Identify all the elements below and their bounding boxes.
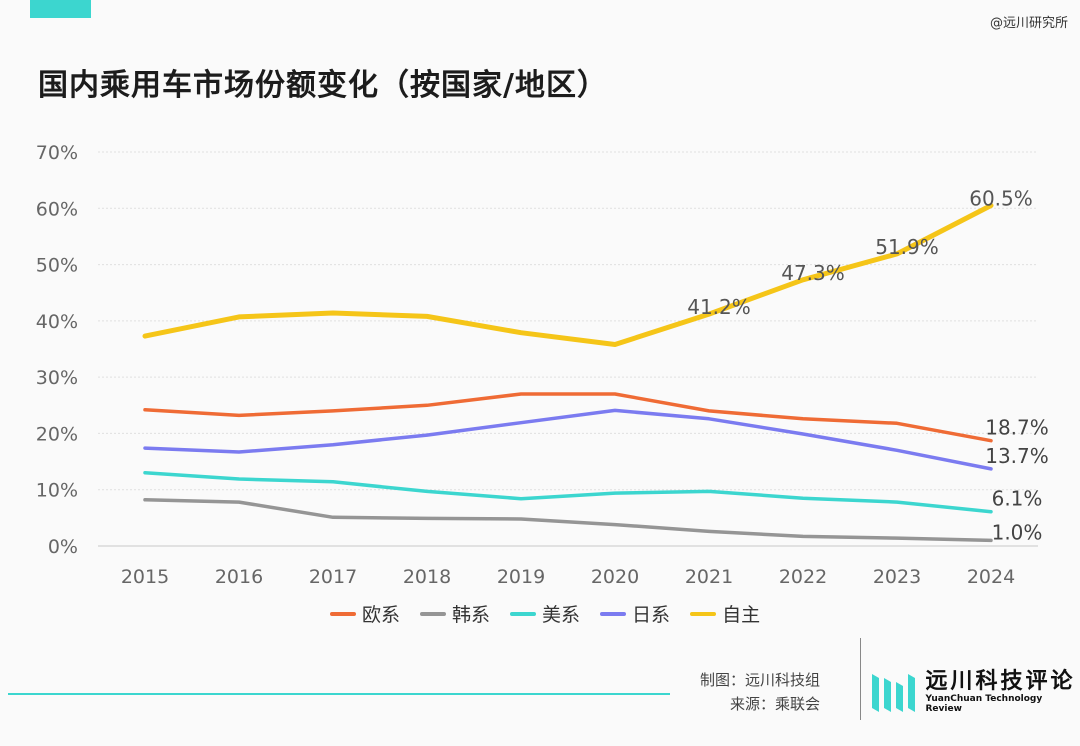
series-line [143,471,993,514]
y-tick-label: 10% [36,480,78,502]
legend-label: 美系 [542,604,581,626]
y-tick-label: 20% [36,423,78,445]
x-tick-label: 2023 [873,566,921,588]
legend-item: 自主 [690,600,760,627]
x-tick-label: 2021 [685,566,733,588]
logo-subtitle: YuanChuan Technology Review [925,694,1043,714]
data-label: 60.5% [969,186,1033,210]
series-line [143,498,993,543]
legend-item: 美系 [510,600,580,627]
series-line [142,203,994,347]
logo-name: 远川科技评论 [925,669,1076,694]
y-tick-label: 50% [36,255,78,277]
x-tick-label: 2020 [591,566,639,588]
x-tick-label: 2022 [779,566,827,588]
x-tick-label: 2024 [967,566,1015,588]
data-label: 6.1% [992,487,1043,511]
brand-logo: 远川科技评论 YuanChuan Technology Review [872,670,1080,714]
y-tick-label: 40% [36,311,78,333]
series-line [143,408,993,471]
x-tick-label: 2018 [403,566,451,588]
legend-item: 日系 [600,600,670,627]
data-label: 41.2% [687,295,751,319]
y-tick-label: 60% [36,198,78,220]
legend-swatch [510,611,537,616]
legend-item: 欧系 [330,600,400,627]
top-accent-bar [30,0,91,18]
legend-swatch [690,611,717,616]
series-line [143,392,993,443]
legend-swatch [600,611,627,616]
made-by-text: 制图：远川科技组 [700,671,821,689]
logo-mark-icon [872,674,915,712]
data-label: 13.7% [985,444,1049,468]
x-tick-label: 2017 [309,566,357,588]
y-tick-label: 30% [36,367,78,389]
bottom-accent-line [8,693,670,695]
chart-legend: 欧系 韩系 美系 日系 自主 [330,600,760,627]
legend-label: 日系 [632,604,671,626]
credits-divider [860,638,861,720]
x-tick-label: 2015 [121,566,169,588]
legend-label: 自主 [722,604,761,626]
y-tick-label: 70% [36,142,78,164]
credits: 制图：远川科技组 来源：乘联会 [700,668,820,716]
chart-title: 国内乘用车市场份额变化（按国家/地区） [38,68,608,103]
data-label: 47.3% [781,261,845,285]
legend-swatch [420,611,447,616]
legend-label: 欧系 [362,604,401,626]
legend-label: 韩系 [452,604,491,626]
y-tick-label: 0% [48,536,78,558]
x-tick-label: 2016 [215,566,263,588]
line-chart: 0% 10% 20% 30% 40% 50% 60% 70% 2015 2016 2017 2018 2… [36,142,1049,588]
data-label: 18.7% [985,416,1049,440]
data-label: 51.9% [875,235,939,259]
legend-swatch [330,611,356,616]
watermark: @远川研究所 [989,16,1068,31]
legend-item: 韩系 [420,600,490,627]
source-text: 来源：乘联会 [730,695,821,713]
data-label: 1.0% [992,520,1043,544]
x-tick-label: 2019 [497,566,545,588]
